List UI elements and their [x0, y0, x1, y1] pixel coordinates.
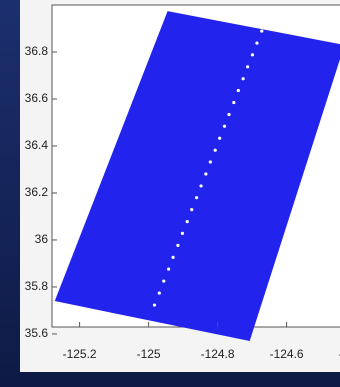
track-point — [158, 291, 161, 294]
track-point — [176, 244, 179, 247]
track-point — [260, 29, 263, 32]
x-tick-label: -125 — [137, 347, 161, 361]
y-tick-label: 36.4 — [25, 138, 49, 152]
track-point — [223, 125, 226, 128]
track-point — [232, 101, 235, 104]
track-point — [199, 184, 202, 187]
track-point — [242, 77, 245, 80]
track-point — [186, 220, 189, 223]
track-point — [190, 208, 193, 211]
track-point — [167, 268, 170, 271]
y-tick-label: 35.6 — [25, 326, 49, 340]
y-tick-label: 36.6 — [25, 91, 49, 105]
chart: -125.2-125-124.8-124.6-124.435.635.83636… — [0, 0, 340, 387]
page: -125.2-125-124.8-124.6-124.435.635.83636… — [0, 0, 340, 387]
x-tick-label: -124.8 — [201, 347, 235, 361]
track-point — [162, 279, 165, 282]
track-point — [171, 256, 174, 259]
track-point — [181, 232, 184, 235]
track-point — [251, 53, 254, 56]
y-tick-label: 36.2 — [25, 185, 49, 199]
track-point — [153, 303, 156, 306]
track-point — [195, 196, 198, 199]
track-point — [246, 65, 249, 68]
track-point — [237, 89, 240, 92]
track-point — [218, 137, 221, 140]
track-point — [255, 41, 258, 44]
track-point — [227, 113, 230, 116]
track-point — [204, 172, 207, 175]
track-point — [209, 160, 212, 163]
track-point — [214, 149, 217, 152]
x-tick-label: -124.6 — [270, 347, 304, 361]
y-tick-label: 36 — [35, 232, 49, 246]
y-tick-label: 35.8 — [25, 279, 49, 293]
y-tick-label: 36.8 — [25, 44, 49, 58]
x-tick-label: -125.2 — [63, 347, 97, 361]
